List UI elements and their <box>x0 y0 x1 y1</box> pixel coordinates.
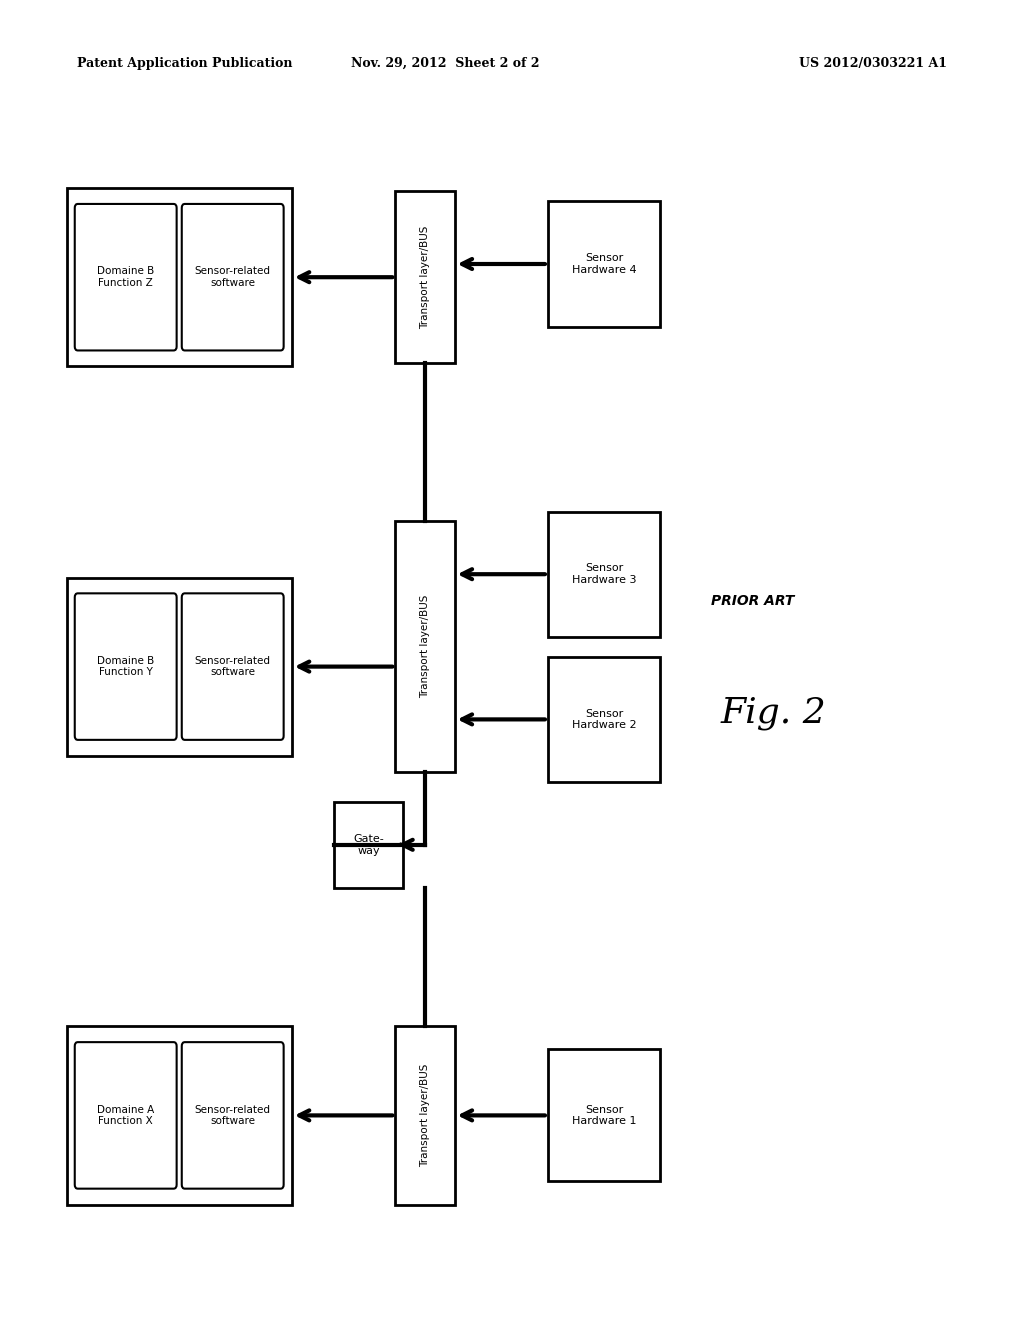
Bar <box>548 512 660 638</box>
Text: Transport layer/BUS: Transport layer/BUS <box>420 595 430 698</box>
Text: Domaine B
Function Y: Domaine B Function Y <box>97 656 155 677</box>
Text: Sensor
Hardware 3: Sensor Hardware 3 <box>572 564 636 585</box>
FancyBboxPatch shape <box>182 1043 284 1189</box>
Bar <box>334 801 403 887</box>
Text: Sensor-related
software: Sensor-related software <box>195 267 270 288</box>
Text: US 2012/0303221 A1: US 2012/0303221 A1 <box>799 57 947 70</box>
Text: Nov. 29, 2012  Sheet 2 of 2: Nov. 29, 2012 Sheet 2 of 2 <box>351 57 540 70</box>
Bar <box>548 656 660 781</box>
Text: Transport layer/BUS: Transport layer/BUS <box>420 226 430 329</box>
Text: Patent Application Publication: Patent Application Publication <box>77 57 292 70</box>
Bar <box>548 201 660 326</box>
FancyBboxPatch shape <box>75 1043 176 1189</box>
Text: Sensor
Hardware 4: Sensor Hardware 4 <box>571 253 637 275</box>
Bar <box>395 191 455 363</box>
FancyBboxPatch shape <box>75 594 176 739</box>
Text: Domaine A
Function X: Domaine A Function X <box>97 1105 155 1126</box>
Text: Sensor-related
software: Sensor-related software <box>195 656 270 677</box>
Bar <box>67 1027 292 1204</box>
Text: Fig. 2: Fig. 2 <box>720 696 826 730</box>
Bar <box>67 187 292 366</box>
Text: Sensor
Hardware 2: Sensor Hardware 2 <box>571 709 637 730</box>
Text: PRIOR ART: PRIOR ART <box>711 594 795 607</box>
Text: Sensor
Hardware 1: Sensor Hardware 1 <box>572 1105 636 1126</box>
FancyBboxPatch shape <box>75 205 176 350</box>
Bar <box>548 1049 660 1181</box>
Bar <box>395 1027 455 1204</box>
FancyBboxPatch shape <box>182 205 284 350</box>
Bar <box>395 521 455 772</box>
Text: Sensor-related
software: Sensor-related software <box>195 1105 270 1126</box>
FancyBboxPatch shape <box>182 594 284 739</box>
Bar <box>67 578 292 755</box>
Text: Domaine B
Function Z: Domaine B Function Z <box>97 267 155 288</box>
Text: Gate-
way: Gate- way <box>353 834 384 855</box>
Text: Transport layer/BUS: Transport layer/BUS <box>420 1064 430 1167</box>
